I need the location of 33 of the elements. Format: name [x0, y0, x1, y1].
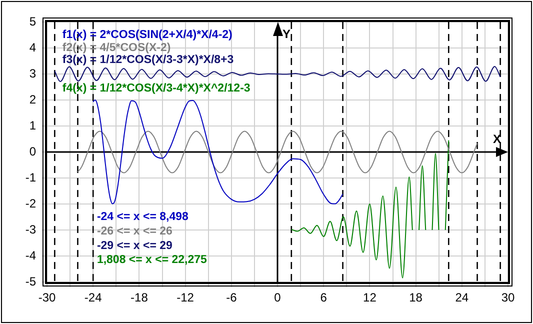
x-tick-label: -24	[84, 290, 102, 305]
x-tick-label: -12	[176, 290, 194, 305]
y-tick-label: 2	[29, 92, 36, 106]
x-tick-label: 30	[501, 290, 515, 305]
line-series	[77, 130, 478, 174]
x-tick-label: 0	[274, 290, 282, 305]
line-series	[54, 66, 501, 82]
x-tick-label: 12	[363, 290, 377, 305]
x-tick-label: -30	[38, 290, 56, 305]
y-tick-label: -5	[25, 274, 36, 288]
y-tick-label: -1	[25, 170, 36, 184]
x-tick-label: 18	[409, 290, 423, 305]
y-axis-title: Y	[282, 27, 291, 41]
annotation: -29 <= x <= 29	[96, 240, 172, 252]
y-tick-label: 1	[29, 118, 36, 132]
y-tick-label: 0	[29, 144, 36, 158]
annotation: -26 <= x <= 26	[96, 225, 172, 238]
x-tick-label: -18	[130, 290, 148, 305]
x-axis-title: X	[492, 132, 502, 146]
annotation: 1,808 <= x <= 22,275	[96, 254, 208, 266]
y-tick-label: 3	[29, 66, 36, 80]
y-tick-label: -3	[25, 222, 36, 236]
y-tick-label: 5	[29, 14, 36, 28]
y-tick-label: -2	[25, 196, 36, 210]
annotation: -24 <= x <= 8,498	[96, 211, 189, 224]
y-tick-label: -4	[25, 248, 36, 262]
x-tick-label: 6	[320, 290, 328, 305]
text: f1(x) = 2*COS(SIN(2+X/4)*X/4-2)	[62, 29, 233, 42]
text: f4(x) = 1/12*COS(X/3-4*X)*X^2/12-3	[62, 82, 250, 94]
x-tick-label: 24	[455, 290, 469, 305]
y-tick-label: 4	[29, 40, 36, 54]
x-tick-label: -6	[226, 290, 238, 305]
line-series	[92, 100, 344, 204]
